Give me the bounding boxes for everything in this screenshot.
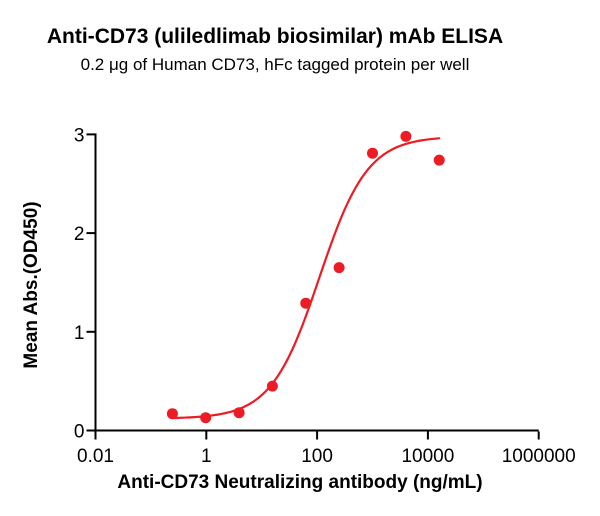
y-axis-label: Mean Abs.(OD450) xyxy=(21,201,42,368)
data-point xyxy=(200,412,212,424)
y-tick-label: 0 xyxy=(74,422,85,443)
data-point xyxy=(266,380,278,392)
x-tick-label: 1 xyxy=(201,446,212,467)
data-point xyxy=(433,154,445,166)
y-tick-label: 1 xyxy=(74,323,85,344)
x-tick-label: 10000 xyxy=(401,446,454,467)
x-tick-label: 100 xyxy=(301,446,333,467)
data-point xyxy=(300,297,312,309)
x-axis-label: Anti-CD73 Neutralizing antibody (ng/mL) xyxy=(117,472,482,493)
data-point xyxy=(367,147,378,159)
fit-curve xyxy=(171,137,441,420)
x-tick-label: 1000000 xyxy=(502,446,576,467)
x-tick-label: 0.01 xyxy=(77,446,114,467)
y-tick-label: 2 xyxy=(74,224,85,245)
y-tick-label: 3 xyxy=(74,125,85,146)
chart-title: Anti-CD73 (uliledlimab biosimilar) mAb E… xyxy=(46,25,504,48)
data-point xyxy=(233,407,245,419)
data-point xyxy=(166,408,178,420)
data-point xyxy=(333,262,345,274)
data-point xyxy=(400,130,412,142)
chart-subtitle: 0.2 μg of Human CD73, hFc tagged protein… xyxy=(80,55,470,74)
